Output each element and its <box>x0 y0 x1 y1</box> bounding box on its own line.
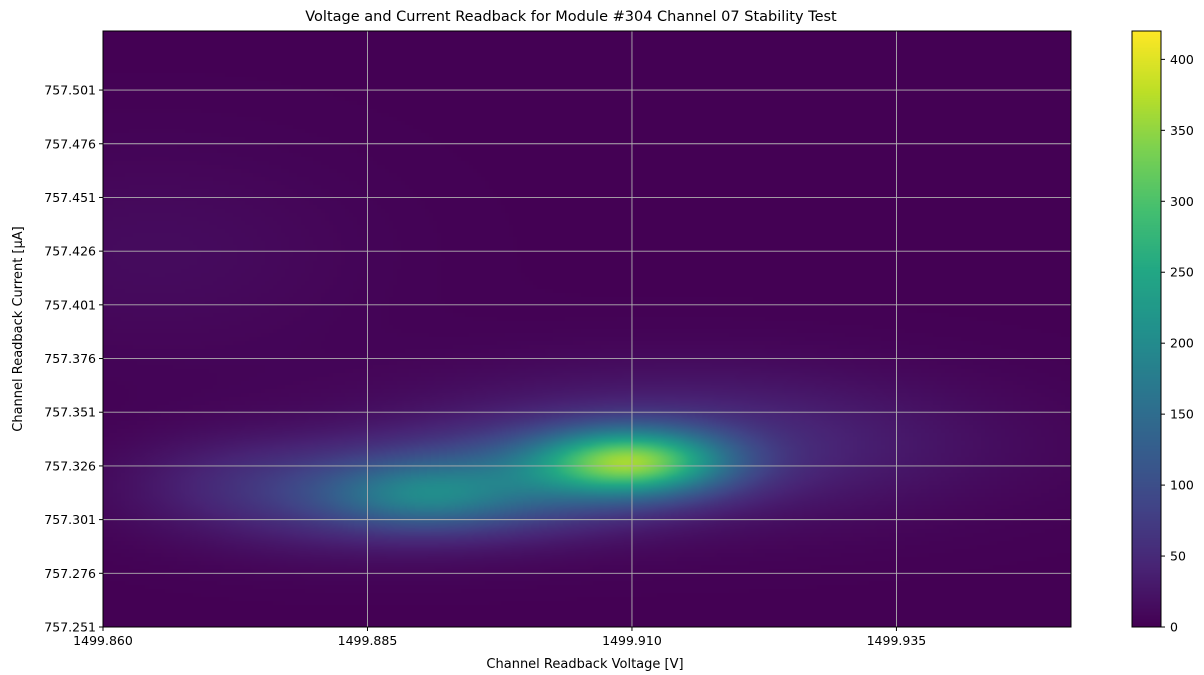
x-tick-label: 1499.910 <box>602 633 662 648</box>
y-tick-label: 757.451 <box>44 190 96 205</box>
y-tick-label: 757.301 <box>44 512 96 527</box>
colorbar-tick-label: 350 <box>1170 123 1194 138</box>
y-tick-label: 757.476 <box>44 136 96 151</box>
y-tick-label: 757.401 <box>44 297 96 312</box>
y-axis-label: Channel Readback Current [μA] <box>11 226 26 431</box>
colorbar-tick-label: 400 <box>1170 52 1194 67</box>
heatmap-image <box>103 31 1071 627</box>
grid-lines <box>103 31 1071 627</box>
x-tick-label: 1499.860 <box>73 633 133 648</box>
y-tick-label: 757.251 <box>44 620 96 635</box>
colorbar-ticks: 0 50 100 150 200 250 300 350 400 <box>1161 52 1194 635</box>
x-axis-label: Channel Readback Voltage [V] <box>486 657 683 672</box>
x-tick-label: 1499.885 <box>338 633 398 648</box>
y-tick-label: 757.376 <box>44 351 96 366</box>
y-tick-label: 757.276 <box>44 566 96 581</box>
colorbar: 0 50 100 150 200 250 300 350 400 <box>1131 30 1194 635</box>
colorbar-tick-label: 150 <box>1170 407 1194 422</box>
chart-title: Voltage and Current Readback for Module … <box>305 9 837 25</box>
x-axis: 1499.860 1499.885 1499.910 1499.935 <box>73 627 926 648</box>
plot-frame <box>102 30 1072 628</box>
colorbar-tick-label: 200 <box>1170 336 1194 351</box>
colorbar-frame <box>1131 30 1162 628</box>
plot-area <box>102 30 1072 628</box>
colorbar-tick-label: 250 <box>1170 265 1194 280</box>
y-tick-label: 757.426 <box>44 244 96 259</box>
y-tick-label: 757.326 <box>44 458 96 473</box>
y-tick-label: 757.351 <box>44 405 96 420</box>
colorbar-tick-label: 0 <box>1170 620 1178 635</box>
colorbar-tick-label: 50 <box>1170 549 1186 564</box>
colorbar-gradient <box>1132 31 1161 627</box>
y-axis: 757.251 757.276 757.301 757.326 757.351 757.3… <box>44 83 103 635</box>
colorbar-tick-label: 300 <box>1170 194 1194 209</box>
colorbar-tick-label: 100 <box>1170 478 1194 493</box>
y-tick-label: 757.501 <box>44 83 96 98</box>
x-tick-label: 1499.935 <box>867 633 927 648</box>
